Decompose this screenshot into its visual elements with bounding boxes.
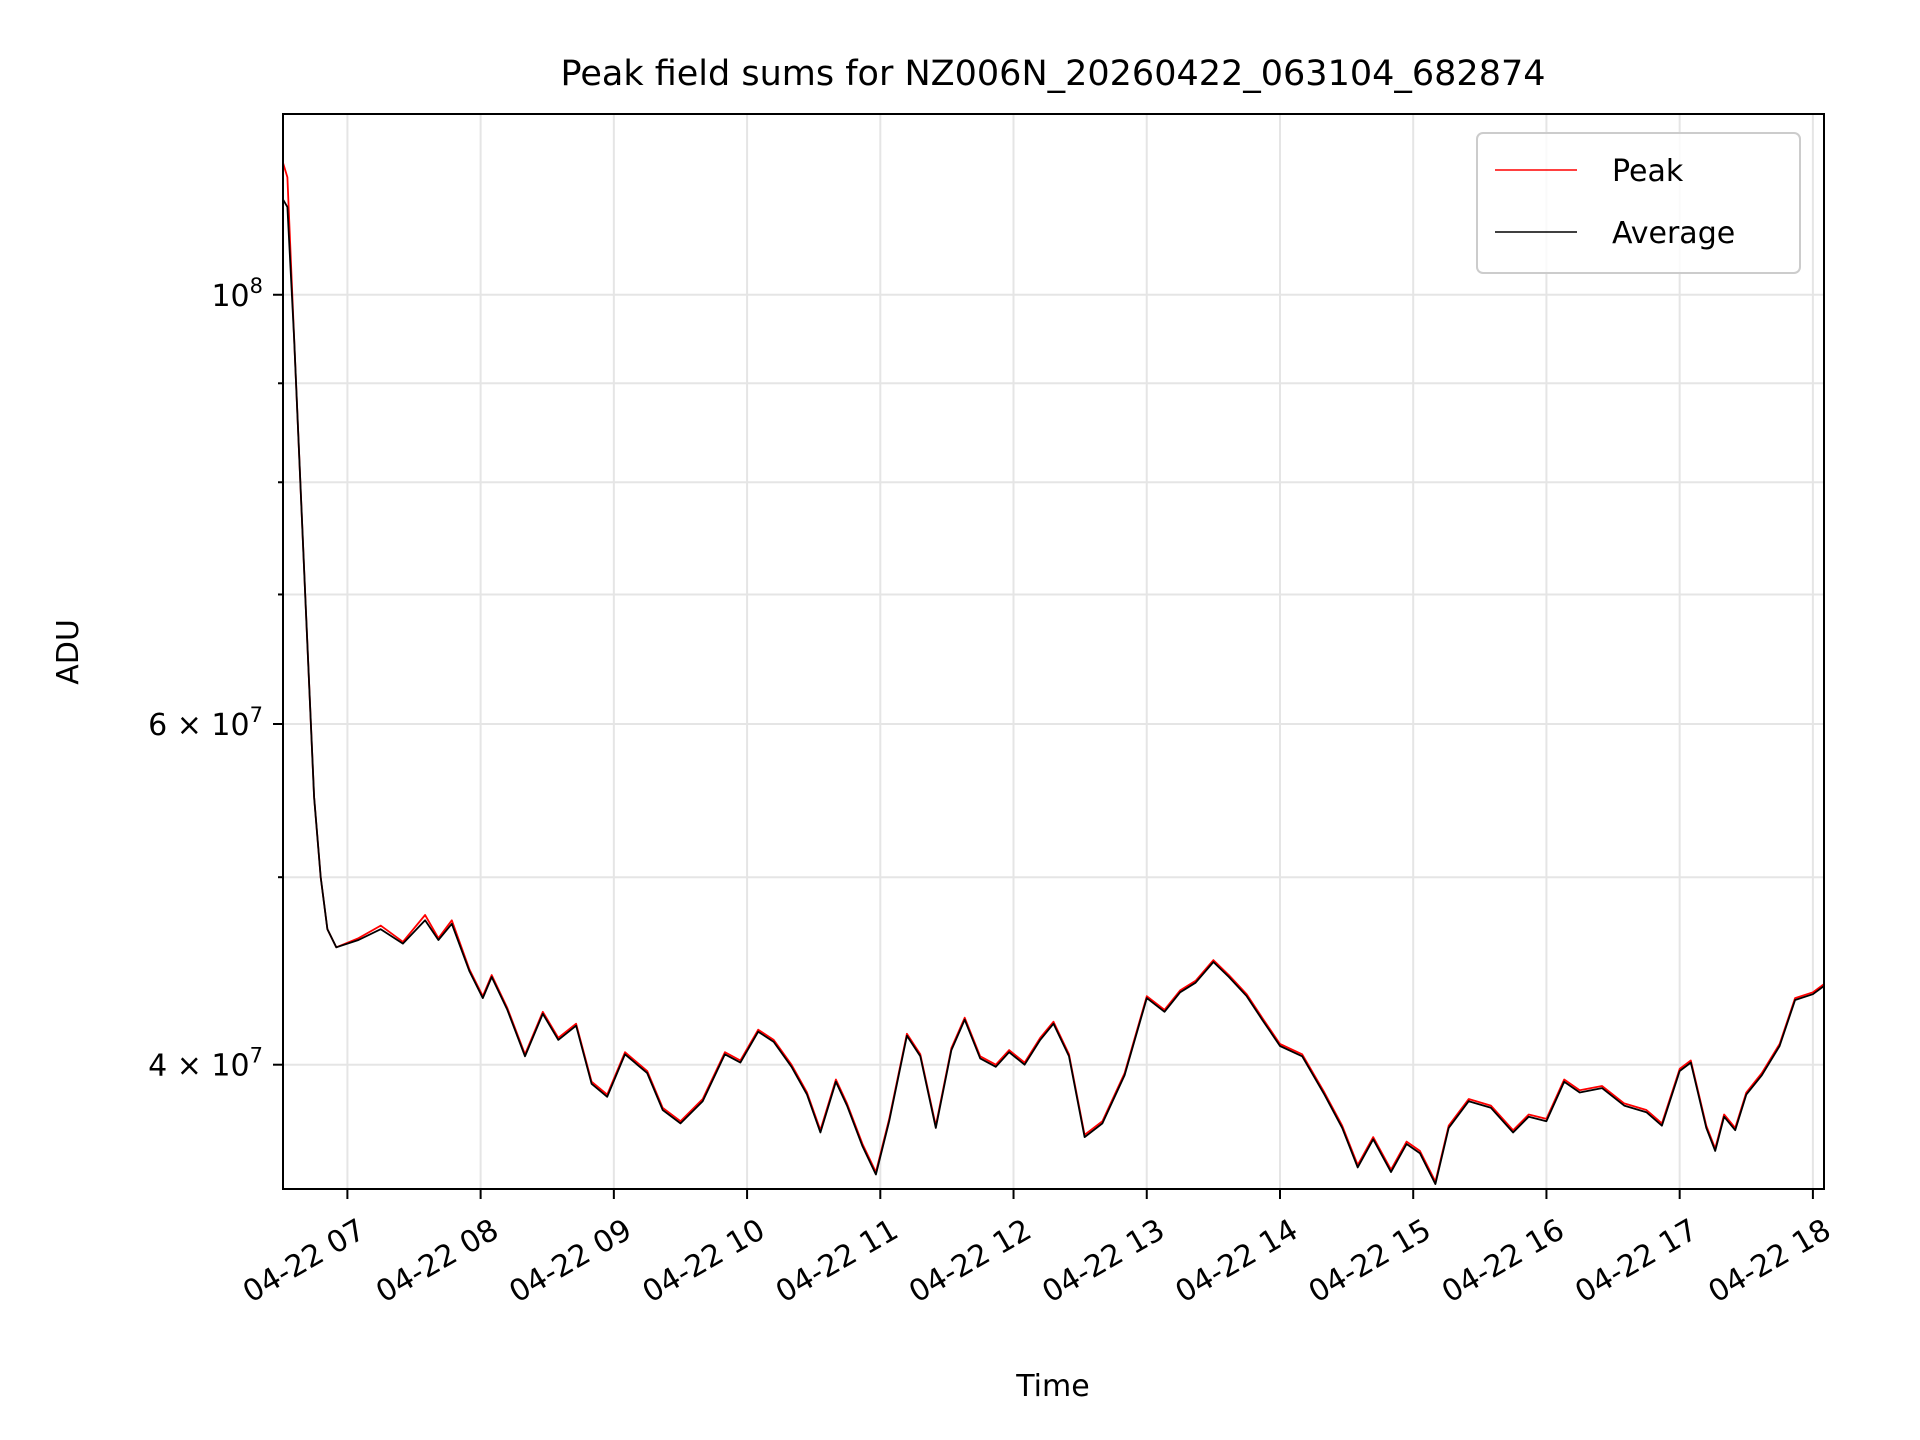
plot-frame bbox=[282, 113, 1825, 1190]
x-axis-label: Time bbox=[1015, 1369, 1089, 1404]
legend: Peak Average bbox=[1476, 132, 1801, 274]
y-tick-label: 6 × 107 bbox=[148, 703, 263, 743]
grid bbox=[283, 114, 1824, 1189]
legend-box bbox=[1476, 132, 1801, 274]
chart-title: Peak field sums for NZ006N_20260422_0631… bbox=[560, 54, 1545, 94]
y-tick-label: 108 bbox=[211, 274, 263, 314]
y-axis-label: ADU bbox=[51, 619, 86, 685]
y-axis: 4 × 107 6 × 107 108 bbox=[148, 274, 283, 1084]
legend-label-average: Average bbox=[1612, 216, 1735, 251]
y-tick-label: 4 × 107 bbox=[148, 1044, 263, 1084]
plot-series bbox=[283, 114, 1824, 1185]
series-line-average bbox=[283, 199, 1824, 1185]
legend-label-peak: Peak bbox=[1612, 154, 1684, 189]
